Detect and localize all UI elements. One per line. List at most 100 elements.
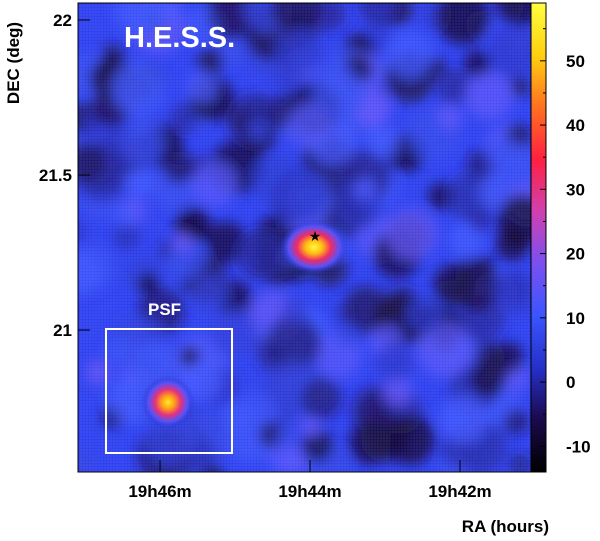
- y-tick-label: 21: [53, 321, 72, 340]
- fluctuation-blob: [465, 71, 513, 120]
- fluctuation-blob: [111, 61, 165, 115]
- fluctuation-blob: [383, 377, 413, 407]
- fluctuation-blob: [128, 112, 153, 137]
- fluctuation-blob: [132, 341, 178, 387]
- fluctuation-blob: [436, 69, 472, 105]
- fluctuation-blob: [384, 29, 433, 78]
- psf-emission: [142, 376, 194, 429]
- x-tick-label: 19h42m: [428, 482, 491, 501]
- fluctuation-blob: [228, 107, 255, 134]
- fluctuation-blob: [282, 450, 307, 472]
- fluctuation-blob: [271, 3, 322, 33]
- colorbar-ticks: 50 40 30 20 10 0 -10: [540, 28, 591, 456]
- fluctuation-blob: [500, 3, 531, 27]
- fluctuation-blob: [487, 137, 528, 178]
- fluctuation-blob: [417, 322, 472, 378]
- fluctuation-blob: [124, 167, 155, 198]
- fluctuation-blob: [137, 272, 160, 295]
- fluctuation-blob: [312, 66, 366, 120]
- source-emission: [280, 220, 348, 275]
- y-axis-title: DEC (deg): [4, 22, 23, 104]
- x-tick-label: 19h44m: [278, 482, 341, 501]
- x-axis-title: RA (hours): [462, 517, 549, 536]
- fluctuation-blob: [463, 49, 491, 78]
- fluctuation-blob: [197, 47, 224, 75]
- fluctuation-blob: [112, 221, 141, 250]
- fluctuation-blob: [218, 38, 246, 66]
- fluctuation-blob: [367, 125, 400, 158]
- fluctuation-blob: [436, 3, 490, 45]
- fluctuation-blob: [78, 252, 102, 296]
- colorbar-tick-label: 30: [566, 180, 585, 199]
- colorbar-tick-label: 40: [566, 116, 585, 135]
- fluctuation-blob: [209, 308, 260, 358]
- fluctuation-blob: [509, 453, 531, 472]
- fluctuation-blob: [274, 427, 298, 450]
- fluctuation-blob: [469, 209, 493, 233]
- colorbar-tick-label: -10: [566, 437, 591, 456]
- fluctuation-blob: [221, 401, 252, 431]
- fluctuation-blob: [192, 161, 238, 207]
- fluctuation-blob: [385, 207, 438, 260]
- fluctuation-blob: [453, 264, 501, 312]
- fluctuation-blob: [163, 151, 196, 184]
- fluctuation-blob: [235, 230, 286, 281]
- fluctuation-blob: [439, 396, 488, 444]
- x-tick-label: 19h46m: [128, 482, 191, 501]
- fluctuation-blob: [353, 177, 377, 201]
- fluctuation-blob: [105, 337, 134, 366]
- fluctuation-blob: [497, 194, 531, 246]
- fluctuation-blob: [273, 27, 322, 76]
- fluctuation-blob: [470, 360, 507, 397]
- fluctuation-blob: [280, 297, 308, 325]
- fluctuation-blob: [181, 360, 222, 401]
- fluctuation-blob: [265, 315, 322, 371]
- fluctuation-blob: [300, 378, 342, 420]
- fluctuation-blob: [375, 342, 415, 381]
- colorbar-tick-label: 10: [566, 309, 585, 328]
- fluctuation-blob: [487, 26, 531, 79]
- fluctuation-blob: [475, 341, 505, 371]
- y-axis: 22 21.5 21: [39, 11, 90, 340]
- fluctuation-blob: [172, 231, 194, 253]
- fluctuation-blob: [78, 447, 95, 472]
- fluctuation-blob: [287, 103, 333, 150]
- fluctuation-blob: [336, 323, 359, 347]
- fluctuation-blob: [101, 43, 124, 66]
- fluctuation-blob: [112, 3, 165, 35]
- fluctuation-blob: [448, 222, 484, 258]
- chart-title: H.E.S.S.: [124, 22, 235, 54]
- psf-inset-box: [105, 328, 233, 454]
- colorbar-tick-label: 20: [566, 245, 585, 264]
- fluctuation-blob: [272, 168, 327, 223]
- star-icon: ★: [309, 228, 322, 244]
- fluctuation-blob: [248, 119, 269, 141]
- fluctuation-blob: [436, 104, 463, 130]
- fluctuation-blob: [78, 143, 107, 182]
- fluctuation-blob: [85, 360, 110, 385]
- fluctuation-blob: [186, 72, 217, 103]
- fluctuation-blob: [503, 408, 530, 436]
- psf-label: PSF: [148, 300, 181, 319]
- y-tick-label: 22: [53, 11, 72, 30]
- x-axis: 19h46m 19h44m 19h42m: [128, 460, 492, 501]
- fluctuation-blob: [78, 221, 89, 242]
- y-tick-label: 21.5: [39, 166, 72, 185]
- colorbar-tick-label: 50: [566, 52, 585, 71]
- colorbar: [530, 2, 547, 473]
- fluctuation-blob: [118, 119, 165, 166]
- heatmap-area: [78, 3, 531, 472]
- colorbar-tick-label: 0: [566, 373, 575, 392]
- fluctuation-blob: [348, 422, 391, 465]
- fluctuation-blob: [385, 414, 436, 465]
- fluctuation-blob: [145, 418, 193, 467]
- fluctuation-blob: [509, 76, 530, 97]
- fluctuation-blob: [169, 103, 199, 134]
- fluctuation-blob: [406, 294, 446, 334]
- fluctuation-blob: [300, 417, 321, 438]
- fluctuation-blob: [362, 3, 396, 22]
- fluctuation-blob: [113, 204, 136, 227]
- fluctuation-blob: [190, 274, 229, 313]
- fluctuation-blob: [493, 269, 531, 316]
